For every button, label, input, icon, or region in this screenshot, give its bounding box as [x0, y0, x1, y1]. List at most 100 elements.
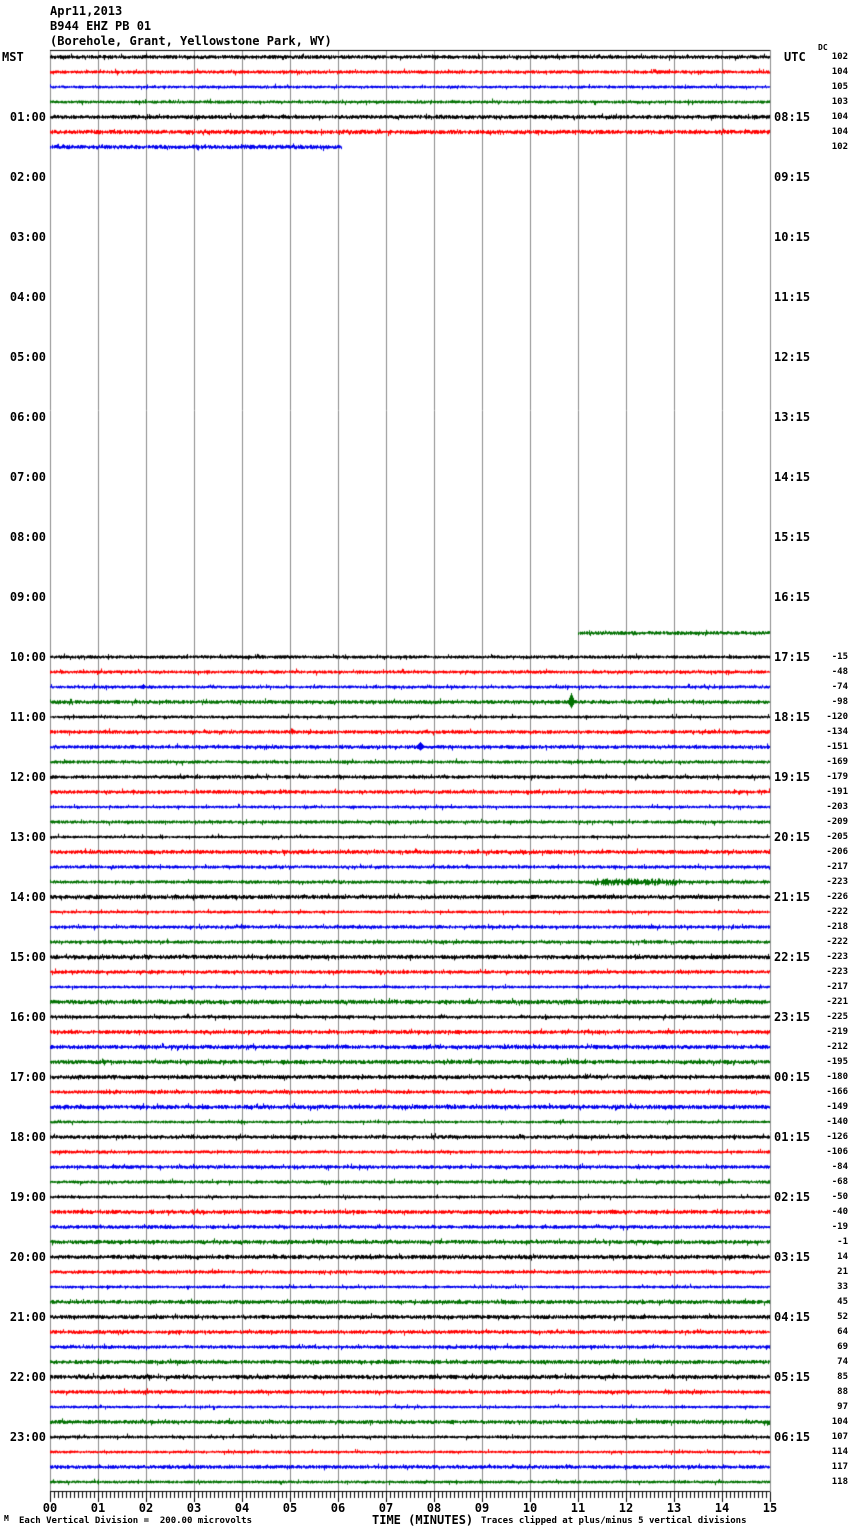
dc-value: 102 [831, 142, 848, 152]
dc-value: -180 [826, 1072, 848, 1082]
x-tick-label: 01 [90, 1501, 106, 1515]
mst-hour-label: 05:00 [9, 350, 46, 364]
mst-hour-label: 04:00 [9, 290, 46, 304]
dc-value: -205 [826, 832, 848, 842]
utc-hour-label: 18:15 [774, 710, 811, 724]
utc-hour-label: 03:15 [774, 1250, 811, 1264]
dc-value: 104 [831, 67, 848, 77]
dc-value: 114 [831, 1447, 848, 1457]
dc-value: -217 [826, 862, 848, 872]
x-tick-label: 03 [186, 1501, 202, 1515]
mst-hour-label: 06:00 [9, 410, 46, 424]
x-tick-label: 15 [762, 1501, 778, 1515]
dc-value: 107 [831, 1432, 848, 1442]
dc-value: -195 [826, 1057, 848, 1067]
mst-hour-label: 23:00 [9, 1430, 46, 1444]
utc-hour-label: 14:15 [774, 470, 811, 484]
x-tick-label: 11 [570, 1501, 586, 1515]
utc-hour-label: 06:15 [774, 1430, 811, 1444]
dc-value: -48 [831, 667, 848, 677]
x-tick-label: 07 [378, 1501, 394, 1515]
dc-value: 104 [831, 127, 848, 137]
dc-value: 118 [831, 1477, 848, 1487]
x-tick-label: 00 [42, 1501, 58, 1515]
utc-hour-label: 09:15 [774, 170, 811, 184]
x-tick-label: 06 [330, 1501, 346, 1515]
dc-value: -206 [826, 847, 848, 857]
dc-value: -219 [826, 1027, 848, 1037]
mst-hour-label: 08:00 [9, 530, 46, 544]
dc-value: -191 [826, 787, 848, 797]
mst-hour-label: 16:00 [9, 1010, 46, 1024]
dc-value: -50 [831, 1192, 848, 1202]
dc-value: -134 [826, 727, 848, 737]
utc-hour-label: 21:15 [774, 890, 811, 904]
dc-value: -179 [826, 772, 848, 782]
plot-header: Apr11,2013 B944 EHZ PB 01 (Borehole, Gra… [50, 4, 332, 49]
dc-value: 102 [831, 52, 848, 62]
dc-value: -68 [831, 1177, 848, 1187]
utc-hour-label: 16:15 [774, 590, 811, 604]
dc-value: -203 [826, 802, 848, 812]
utc-hour-label: 17:15 [774, 650, 811, 664]
dc-value: 52 [837, 1312, 848, 1322]
utc-hour-label: 23:15 [774, 1010, 811, 1024]
dc-value: -1 [837, 1237, 848, 1247]
utc-hour-label: 13:15 [774, 410, 811, 424]
header-station: B944 EHZ PB 01 [50, 19, 152, 33]
mst-hour-label: 09:00 [9, 590, 46, 604]
dc-value: -120 [826, 712, 848, 722]
mst-hour-label: 19:00 [9, 1190, 46, 1204]
x-tick-label: 02 [138, 1501, 154, 1515]
mst-hour-label: 01:00 [9, 110, 46, 124]
dc-value: -222 [826, 907, 848, 917]
dc-value: -40 [831, 1207, 848, 1217]
utc-hour-label: 22:15 [774, 950, 811, 964]
x-tick-label: 09 [474, 1501, 490, 1515]
mst-hour-label: 07:00 [9, 470, 46, 484]
dc-value: -221 [826, 997, 848, 1007]
dc-value: -74 [831, 682, 848, 692]
dc-value: -106 [826, 1147, 848, 1157]
dc-value: 117 [831, 1462, 848, 1472]
utc-hour-label: 02:15 [774, 1190, 811, 1204]
dc-value: -217 [826, 982, 848, 992]
mst-hour-label: 03:00 [9, 230, 46, 244]
dc-value: -223 [826, 967, 848, 977]
mst-hour-label: 02:00 [9, 170, 46, 184]
dc-value: -19 [831, 1222, 848, 1232]
mst-hour-label: 20:00 [9, 1250, 46, 1264]
utc-hour-label: 04:15 [774, 1310, 811, 1324]
x-tick-label: 14 [714, 1501, 730, 1515]
dc-value: -84 [831, 1162, 848, 1172]
dc-value: -212 [826, 1042, 848, 1052]
dc-value: 21 [837, 1267, 848, 1277]
mst-axis-label: MST [2, 50, 24, 64]
dc-value: -166 [826, 1087, 848, 1097]
dc-value: 85 [837, 1372, 848, 1382]
x-axis-title: TIME (MINUTES) [372, 1513, 474, 1527]
utc-hour-label: 20:15 [774, 830, 811, 844]
dc-value: -223 [826, 877, 848, 887]
clip-note: Traces clipped at plus/minus 5 vertical … [481, 1516, 747, 1526]
mst-hour-label: 18:00 [9, 1130, 46, 1144]
dc-value: 104 [831, 1417, 848, 1427]
utc-hour-label: 05:15 [774, 1370, 811, 1384]
header-date: Apr11,2013 [50, 4, 123, 18]
x-tick-label: 10 [522, 1501, 538, 1515]
dc-value: 14 [837, 1252, 848, 1262]
mst-hour-label: 12:00 [9, 770, 46, 784]
dc-value: -169 [826, 757, 848, 767]
mst-hour-label: 15:00 [9, 950, 46, 964]
dc-value: 105 [831, 82, 848, 92]
vertical-scale-note: Each Vertical Division = 200.00 microvol… [19, 1516, 252, 1526]
dc-value: 97 [837, 1402, 848, 1412]
utc-hour-label: 11:15 [774, 290, 811, 304]
mst-hour-label: 14:00 [9, 890, 46, 904]
utc-axis-label: UTC [784, 50, 806, 64]
dc-value: -15 [831, 652, 848, 662]
mst-hour-label: 22:00 [9, 1370, 46, 1384]
mst-hour-label: 21:00 [9, 1310, 46, 1324]
